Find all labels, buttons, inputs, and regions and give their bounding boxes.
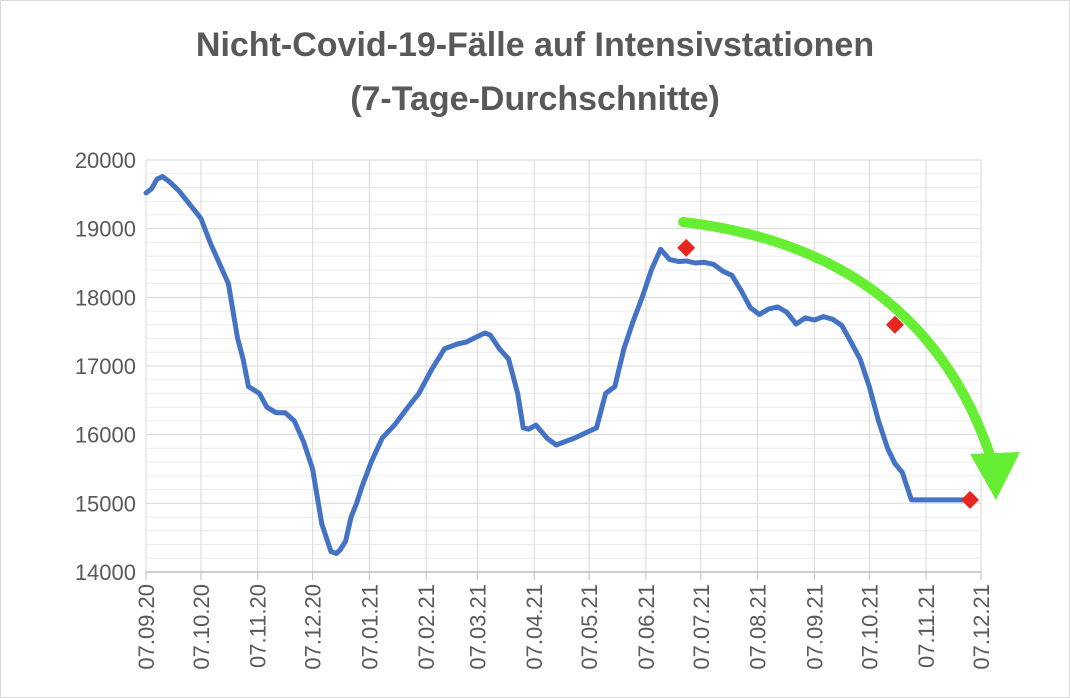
x-tick-label: 07.10.21 bbox=[857, 584, 882, 670]
y-axis-ticks: 14000 15000 16000 17000 18000 19000 20000 bbox=[75, 148, 136, 585]
y-tick-label: 18000 bbox=[75, 285, 136, 310]
x-tick-label: 07.12.21 bbox=[969, 584, 994, 670]
x-tick-label: 07.11.21 bbox=[914, 584, 939, 668]
trend-arrow bbox=[678, 217, 1020, 500]
x-axis-ticks: 07.09.20 07.10.20 07.11.20 07.12.20 07.01.21… bbox=[134, 584, 994, 670]
x-tick-label: 07.09.21 bbox=[802, 584, 827, 670]
x-tick-label: 07.04.21 bbox=[522, 584, 547, 670]
y-tick-label: 16000 bbox=[75, 423, 136, 448]
x-tick-label: 07.08.21 bbox=[746, 584, 771, 670]
data-marker bbox=[677, 238, 696, 257]
x-tick-label: 07.03.21 bbox=[465, 584, 490, 670]
x-tick-label: 07.11.20 bbox=[246, 584, 271, 668]
x-tick-label: 07.10.20 bbox=[189, 584, 214, 670]
y-tick-label: 17000 bbox=[75, 354, 136, 379]
y-tick-label: 15000 bbox=[75, 491, 136, 516]
axes bbox=[145, 160, 982, 580]
data-marker bbox=[961, 490, 980, 509]
chart-title: Nicht-Covid-19-Fälle auf Intensivstation… bbox=[195, 26, 875, 64]
chart-subtitle: (7-Tage-Durchschnitte) bbox=[350, 80, 720, 118]
y-tick-label: 19000 bbox=[75, 217, 136, 242]
x-tick-label: 07.06.21 bbox=[634, 584, 659, 670]
series bbox=[143, 174, 967, 556]
x-tick-label: 07.01.21 bbox=[357, 584, 382, 670]
y-tick-label: 20000 bbox=[75, 148, 136, 173]
data-marker bbox=[885, 315, 904, 334]
series-line bbox=[143, 174, 967, 556]
arrow-head bbox=[970, 452, 1020, 500]
x-tick-label: 07.07.21 bbox=[689, 584, 714, 670]
x-tick-label: 07.02.21 bbox=[414, 584, 439, 670]
x-tick-label: 07.12.20 bbox=[301, 584, 326, 670]
markers bbox=[677, 238, 980, 509]
y-tick-label: 14000 bbox=[75, 560, 136, 585]
x-tick-label: 07.05.21 bbox=[577, 584, 602, 670]
x-tick-label: 07.09.20 bbox=[134, 584, 159, 670]
gridlines bbox=[145, 159, 982, 573]
arrow-shaft bbox=[678, 217, 995, 460]
